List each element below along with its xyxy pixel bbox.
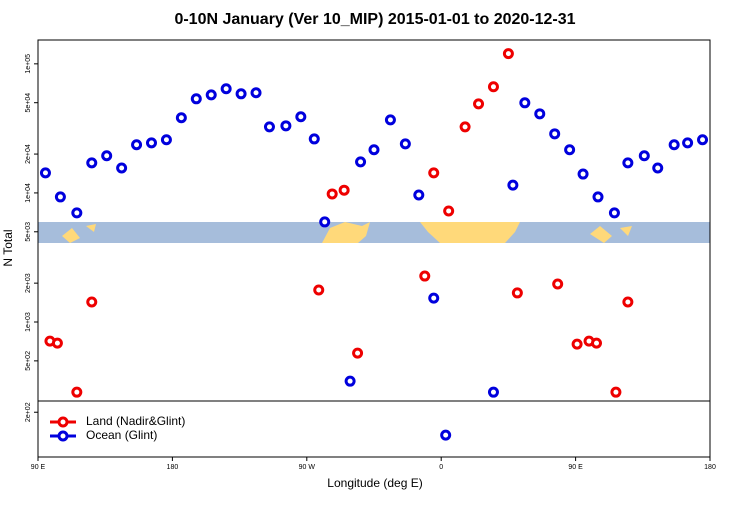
point — [352, 347, 364, 359]
map-strip — [38, 222, 710, 243]
legend-marker — [57, 430, 69, 442]
chart-title: 0-10N January (Ver 10_MIP) 2015-01-01 to… — [174, 11, 575, 28]
point — [592, 191, 604, 203]
y-tick-label: 1e+04 — [25, 183, 32, 203]
point — [577, 168, 589, 180]
legend-marker — [57, 416, 69, 428]
point — [145, 137, 157, 149]
y-tick-label: 1e+05 — [25, 54, 32, 74]
x-tick-label: 0 — [439, 464, 443, 471]
point — [608, 207, 620, 219]
point — [399, 138, 411, 150]
point — [355, 156, 367, 168]
point — [205, 89, 217, 101]
point — [564, 144, 576, 156]
point — [280, 120, 292, 132]
point — [131, 139, 143, 151]
point — [160, 134, 172, 146]
x-tick-label: 180 — [704, 464, 716, 471]
point — [71, 386, 83, 398]
x-axis-label: Longitude (deg E) — [327, 476, 422, 490]
point — [443, 205, 455, 217]
point — [502, 48, 514, 60]
y-tick-label: 5e+02 — [25, 351, 32, 371]
y-tick-label: 5e+04 — [25, 93, 32, 113]
point — [344, 375, 356, 387]
point — [116, 162, 128, 174]
point — [295, 111, 307, 123]
point — [86, 296, 98, 308]
point — [39, 167, 51, 179]
point — [190, 93, 202, 105]
point — [549, 128, 561, 140]
point — [487, 386, 499, 398]
point — [428, 292, 440, 304]
point — [638, 150, 650, 162]
point — [263, 121, 275, 133]
x-tick-label: 90 W — [299, 464, 316, 471]
point — [622, 157, 634, 169]
point — [591, 337, 603, 349]
legend-label: Ocean (Glint) — [86, 428, 157, 442]
point — [428, 167, 440, 179]
point — [368, 144, 380, 156]
point — [338, 184, 350, 196]
point — [319, 216, 331, 228]
point — [313, 284, 325, 296]
point — [652, 162, 664, 174]
point — [326, 188, 338, 200]
y-tick-label: 2e+04 — [25, 144, 32, 164]
point — [101, 150, 113, 162]
point — [384, 114, 396, 126]
point — [235, 88, 247, 100]
point — [54, 191, 66, 203]
point — [552, 278, 564, 290]
point — [413, 189, 425, 201]
y-tick-label: 2e+02 — [25, 402, 32, 422]
point — [610, 386, 622, 398]
y-tick-label: 2e+03 — [25, 273, 32, 293]
point — [487, 81, 499, 93]
point — [175, 112, 187, 124]
point — [440, 429, 452, 441]
point — [459, 121, 471, 133]
point — [419, 270, 431, 282]
plot-frame — [37, 39, 711, 458]
y-axis-label: N Total — [1, 229, 15, 266]
point — [250, 87, 262, 99]
point — [71, 207, 83, 219]
point — [682, 137, 694, 149]
point — [519, 97, 531, 109]
x-tick-label: 180 — [167, 464, 179, 471]
point — [51, 337, 63, 349]
point — [473, 98, 485, 110]
point — [534, 108, 546, 120]
y-tick-label: 1e+03 — [25, 312, 32, 332]
x-tick-label: 90 E — [568, 464, 583, 471]
point — [622, 296, 634, 308]
point — [308, 133, 320, 145]
point — [511, 287, 523, 299]
point — [86, 157, 98, 169]
point — [668, 139, 680, 151]
x-tick-label: 90 E — [31, 464, 46, 471]
y-tick-label: 5e+03 — [25, 222, 32, 242]
point — [697, 134, 709, 146]
legend-label: Land (Nadir&Glint) — [86, 414, 185, 428]
point — [507, 179, 519, 191]
point — [571, 338, 583, 350]
point — [220, 83, 232, 95]
